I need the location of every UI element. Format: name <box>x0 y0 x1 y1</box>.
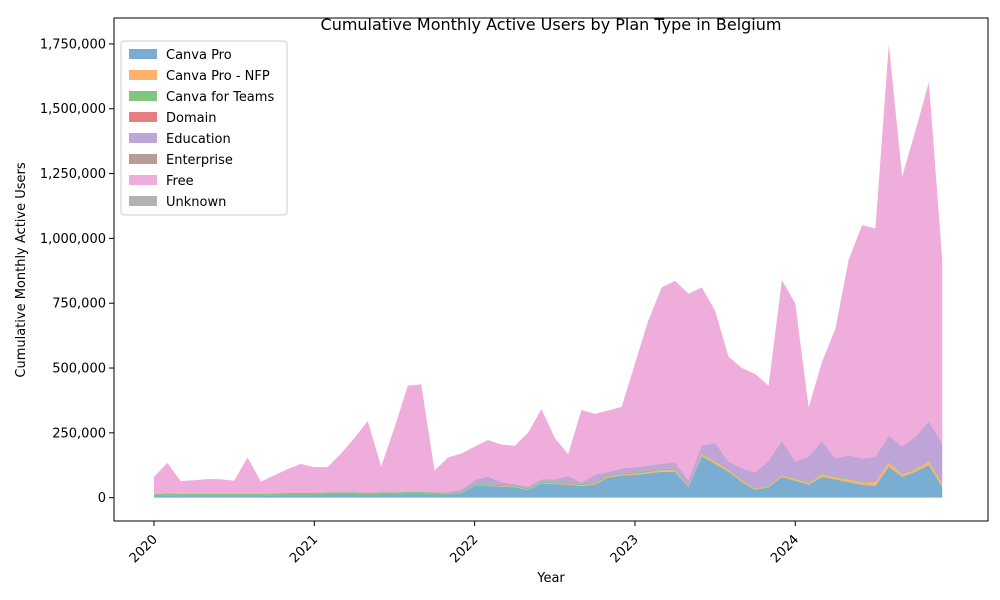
area-series-canva-pro <box>154 456 943 498</box>
legend-entry-label: Enterprise <box>166 153 233 168</box>
y-tick-label: 1,000,000 <box>40 232 106 247</box>
legend-entry-label: Domain <box>166 111 216 126</box>
legend-swatch <box>129 175 157 185</box>
legend-entry-label: Education <box>166 132 231 147</box>
y-axis: 0 250,000 500,000 750,000 1,000,000 1,250,000… <box>40 37 114 506</box>
legend-swatch <box>129 133 157 143</box>
plot-frame <box>113 17 989 522</box>
y-tick-label: 1,750,000 <box>40 37 106 52</box>
legend-entry-label: Unknown <box>166 195 226 210</box>
y-tick-label: 0 <box>98 491 106 506</box>
legend-entry-label: Canva Pro <box>166 48 232 63</box>
legend-swatch <box>129 91 157 101</box>
legend: Canva Pro Canva Pro - NFP Canva for Teams D… <box>120 40 288 216</box>
legend-swatch <box>129 70 157 80</box>
legend-swatch <box>129 154 157 164</box>
x-axis-label: Year <box>536 571 565 586</box>
legend-entry-label: Canva for Teams <box>166 90 274 105</box>
y-tick-label: 1,500,000 <box>40 102 106 117</box>
legend-entry-label: Free <box>166 174 194 189</box>
y-tick-label: 1,250,000 <box>40 167 106 182</box>
chart-title: Cumulative Monthly Active Users by Plan … <box>321 15 782 34</box>
legend-entry-label: Canva Pro - NFP <box>166 69 270 84</box>
legend-swatch <box>129 196 157 206</box>
area-series-education <box>154 421 943 495</box>
legend-swatch <box>129 112 157 122</box>
legend-box <box>120 40 288 216</box>
area-series-free <box>154 44 943 495</box>
y-tick-label: 250,000 <box>52 426 106 441</box>
y-axis-label: Cumulative Monthly Active Users <box>14 162 29 377</box>
y-tick-label: 750,000 <box>52 297 106 312</box>
areas-layer <box>154 44 943 498</box>
legend-swatch <box>129 49 157 59</box>
y-tick-label: 500,000 <box>52 362 106 377</box>
